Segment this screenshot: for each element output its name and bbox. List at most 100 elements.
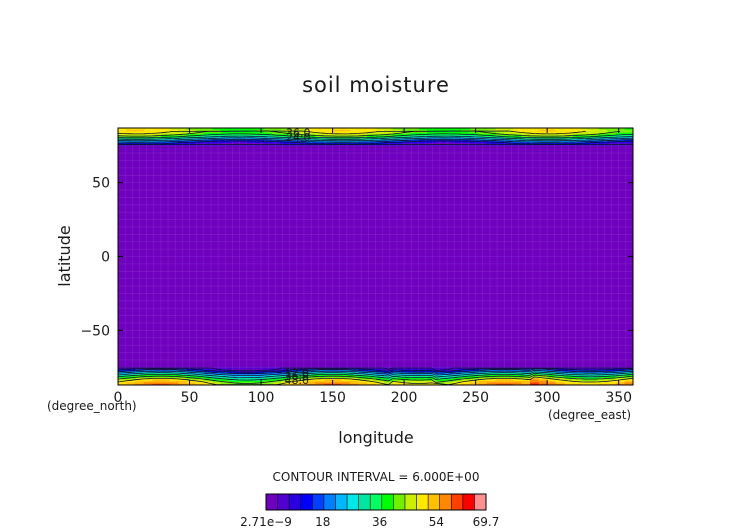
field-cell: [427, 142, 436, 145]
field-cell: [564, 382, 574, 384]
colorbar-swatch: [462, 493, 475, 511]
field-cell: [384, 367, 393, 370]
field-cell: [392, 383, 402, 385]
colorbar-tick-label: 54: [429, 515, 444, 529]
field-cell: [135, 128, 145, 130]
field-cell: [178, 142, 187, 145]
field-cell: [221, 128, 230, 130]
field-cell: [461, 374, 471, 377]
field-cell: [366, 139, 376, 142]
field-cell: [203, 141, 213, 144]
field-cell: [341, 383, 351, 385]
field-cell: [504, 376, 514, 378]
field-cell: [487, 142, 496, 145]
field-cell: [590, 130, 599, 133]
field-cell: [160, 129, 170, 132]
field-cell: [590, 132, 599, 135]
field-cell: [289, 130, 299, 133]
field-cell: [126, 382, 136, 384]
field-cell: [547, 382, 557, 384]
field-cell: [555, 377, 565, 380]
field-cell: [229, 129, 239, 132]
contour-line: [118, 138, 633, 143]
field-cell: [495, 130, 505, 133]
field-cell: [615, 144, 625, 147]
field-cell: [203, 135, 213, 138]
field-cell: [530, 368, 539, 371]
field-cell: [195, 129, 205, 132]
field-cell: [555, 128, 565, 130]
field-cell: [384, 129, 393, 132]
field-cell: [281, 371, 290, 374]
field-cell: [272, 144, 282, 147]
field-cell: [572, 139, 582, 142]
field-cell: [521, 368, 531, 371]
field-cell: [435, 367, 445, 370]
field-cell: [315, 380, 325, 383]
field-cell: [221, 368, 230, 371]
field-cell: [478, 141, 488, 144]
field-cell: [298, 144, 308, 147]
field-cell: [195, 383, 205, 385]
field-cell: [272, 133, 282, 136]
field-cell: [298, 377, 308, 380]
field-cell: [126, 132, 136, 135]
field-cell: [306, 138, 316, 141]
field-cell: [366, 129, 376, 132]
contour-line: [118, 137, 633, 142]
field-cell: [332, 382, 342, 384]
field-cell: [538, 144, 548, 147]
field-cell: [615, 370, 625, 373]
field-cell: [530, 130, 539, 133]
field-cell: [615, 382, 625, 384]
field-cell: [538, 382, 548, 384]
field-cell: [143, 373, 153, 375]
field-cell: [375, 373, 385, 375]
field-cell: [615, 139, 625, 142]
field-cell: [409, 377, 419, 380]
field-cell: [624, 373, 633, 375]
field-cell: [178, 371, 187, 374]
field-cell: [126, 376, 136, 378]
field-cell: [392, 130, 402, 133]
colorbar-swatch: [277, 493, 290, 511]
field-cell: [452, 373, 462, 375]
field-cell: [418, 377, 428, 380]
field-cell: [229, 373, 239, 375]
field-cell: [461, 373, 471, 375]
field-cell: [384, 132, 393, 135]
field-cell: [401, 135, 411, 138]
field-cell: [212, 138, 222, 141]
field-cell: [495, 142, 505, 145]
field-cell: [478, 380, 488, 383]
field-cell: [487, 373, 496, 375]
field-cell: [306, 141, 316, 144]
field-cell: [255, 370, 265, 373]
field-cell: [512, 135, 522, 138]
field-cell: [401, 133, 411, 136]
colorbar-swatch: [416, 493, 429, 511]
field-cell: [255, 142, 265, 145]
field-cell: [160, 136, 170, 139]
field-cell: [469, 135, 479, 138]
field-cell: [306, 373, 316, 375]
field-cell: [221, 377, 230, 380]
field-cell: [512, 376, 522, 378]
field-cell: [255, 367, 265, 370]
field-cell: [598, 383, 608, 385]
field-cell: [178, 373, 187, 375]
field-cell: [272, 382, 282, 384]
field-cell: [298, 129, 308, 132]
field-cell: [160, 382, 170, 384]
field-cell: [444, 144, 454, 147]
field-cell: [281, 380, 290, 383]
field-cell: [427, 144, 436, 147]
colorbar-tick-label: 2.71e−9: [240, 515, 292, 529]
field-cell: [306, 139, 316, 142]
field-cell: [212, 130, 222, 133]
field-cell: [401, 368, 411, 371]
field-cell: [289, 374, 299, 377]
field-cell: [272, 380, 282, 383]
field-cell: [298, 142, 308, 145]
colorbar-tick-label: 69.7: [473, 515, 500, 529]
